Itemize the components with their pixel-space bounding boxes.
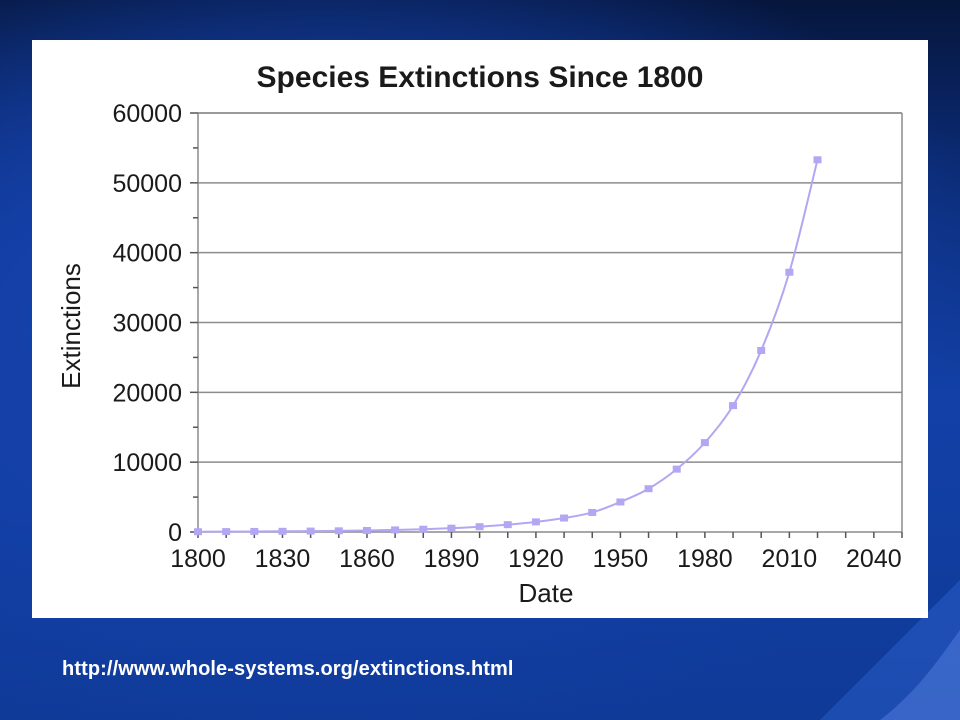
data-point — [334, 527, 343, 535]
data-point — [222, 528, 231, 536]
data-point — [278, 527, 287, 535]
y-tick-label: 30000 — [112, 310, 182, 338]
x-tick-label: 1920 — [508, 545, 564, 573]
y-tick-label: 10000 — [112, 449, 182, 477]
x-tick-label: 2010 — [762, 545, 818, 573]
data-point — [362, 526, 371, 534]
source-link[interactable]: http://www.whole-systems.org/extinctions… — [62, 658, 514, 680]
data-point — [447, 524, 456, 532]
data-point — [503, 521, 512, 529]
data-point — [531, 518, 540, 526]
data-point — [306, 527, 315, 535]
y-tick-label: 20000 — [112, 379, 182, 407]
data-point — [672, 465, 681, 473]
data-point — [194, 528, 202, 536]
x-tick-label: 1950 — [593, 545, 649, 573]
x-tick-label: 1830 — [255, 545, 311, 573]
y-tick-label: 50000 — [112, 170, 182, 198]
series-layer — [194, 156, 822, 536]
data-point — [813, 156, 822, 164]
y-tick-label: 60000 — [112, 100, 182, 128]
grid-layer — [198, 112, 902, 463]
chart-panel: Species Extinctions Since 1800 0 10000 200… — [32, 40, 928, 618]
x-tick-label: 2040 — [846, 545, 902, 573]
label-layer: 0 10000 20000 30000 40000 50000 60000 1800 1830 1… — [112, 100, 901, 573]
data-point — [757, 346, 766, 354]
x-tick-label: 1890 — [424, 545, 480, 573]
x-tick-label: 1980 — [677, 545, 733, 573]
data-point — [729, 402, 738, 410]
axis-layer — [190, 112, 903, 538]
extinctions-chart: Species Extinctions Since 1800 0 10000 200… — [56, 61, 903, 608]
data-point — [588, 508, 597, 516]
data-point — [250, 527, 259, 535]
y-axis-label: Extinctions — [56, 263, 86, 389]
data-point — [391, 526, 400, 534]
data-point — [644, 485, 653, 493]
data-point — [700, 439, 709, 447]
x-axis-label: Date — [519, 578, 574, 608]
data-point — [475, 523, 484, 531]
data-point — [785, 268, 794, 276]
data-point — [419, 525, 428, 533]
x-tick-label: 1860 — [339, 545, 395, 573]
series-line — [197, 159, 819, 533]
chart-title: Species Extinctions Since 1800 — [257, 61, 704, 94]
y-tick-label: 0 — [168, 519, 182, 547]
data-point — [616, 498, 625, 506]
x-tick-label: 1800 — [170, 545, 226, 573]
data-point — [560, 514, 569, 522]
y-tick-label: 40000 — [112, 240, 182, 268]
